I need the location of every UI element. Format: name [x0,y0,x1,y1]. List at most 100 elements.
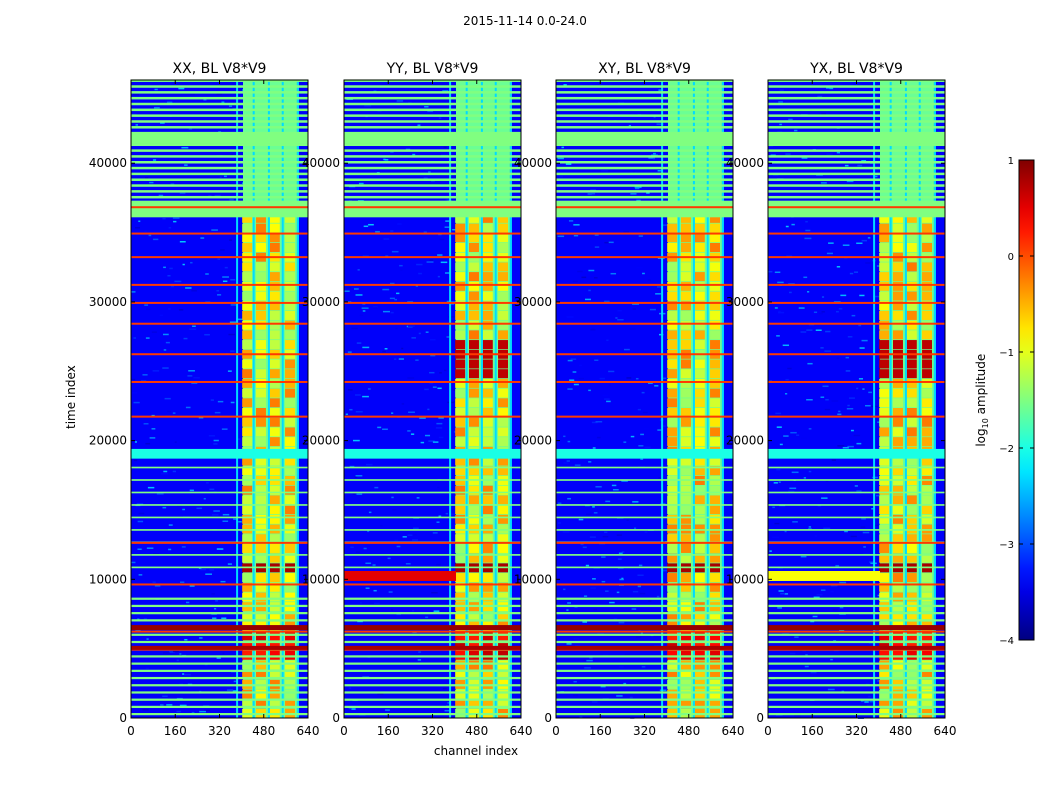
noise-speck [358,182,364,185]
noise-speck [646,192,650,194]
noise-speck [164,536,167,539]
noise-speck [440,261,448,264]
flagged-row [131,114,308,117]
rfi-line [296,80,299,718]
noise-speck [616,534,623,536]
orange-row [768,583,945,586]
rfi-block [469,223,479,233]
noise-speck [648,382,653,384]
flagged-row [131,691,308,694]
noise-speck [782,344,790,347]
noise-speck [578,377,585,380]
noise-speck [217,400,224,403]
noise-speck [778,311,785,314]
noise-speck [785,153,791,155]
flagged-row [344,676,521,680]
rfi-block [710,650,721,660]
rfi-block [269,456,280,466]
panel-yy: YY, BL V8*V90 160 320 480 640010000200003000… [302,61,533,738]
rfi-block [922,417,933,427]
rfi-block [469,466,479,476]
noise-speck [391,496,394,499]
rfi-block [710,291,721,301]
rfi-block [893,582,903,592]
rfi-block [710,495,721,505]
rfi-block [285,340,296,350]
noise-speck [452,228,457,231]
rfi-block [256,573,266,583]
noise-speck [832,608,839,611]
rfi-block [269,660,280,670]
rfi-line [706,80,709,718]
rfi-block [242,611,253,621]
rfi-block [256,281,266,291]
rfi-block [242,553,253,563]
x-tick-label: 480 [252,724,275,738]
rfi-block [681,689,691,699]
rfi-block [906,272,917,282]
noise-speck [429,259,434,261]
noise-speck [191,711,195,714]
rfi-block [879,650,890,660]
rfi-block [256,310,266,320]
rfi-block [667,223,678,233]
noise-speck [135,227,140,229]
noise-speck [869,700,875,703]
rfi-block [285,650,296,660]
noise-speck [632,501,639,503]
noise-speck [573,224,580,226]
rfi-block [893,611,903,621]
rfi-block [879,281,890,291]
noise-speck [185,287,192,289]
rfi-block [498,650,509,660]
rfi-block [285,505,296,515]
noise-speck [845,356,850,359]
flagged-row [131,662,308,665]
noise-speck [402,536,407,538]
rfi-block [455,398,466,408]
rfi-block [922,582,933,592]
rfi-block [256,505,266,515]
noise-speck [367,530,370,533]
rfi-block [681,660,691,670]
rfi-block [681,495,691,505]
rfi-block [482,611,493,621]
noise-speck [830,590,834,593]
noise-speck [821,497,828,499]
noise-speck [594,359,599,361]
noise-speck [182,263,185,266]
rfi-block [922,437,933,447]
noise-speck [840,294,847,297]
rfi-block [710,369,721,379]
noise-speck [199,710,206,713]
rfi-block [879,524,890,534]
noise-speck [775,412,782,415]
flagged-row [768,491,945,494]
noise-speck [616,591,620,594]
noise-speck [137,520,144,523]
rfi-block [906,378,917,388]
rfi-block [681,670,691,680]
rfi-block [269,505,280,515]
flagged-row [768,120,945,123]
rfi-block [269,301,280,311]
rfi-block [710,456,721,466]
colorbar-tick-label: −4 [999,636,1014,647]
noise-speck [229,239,233,241]
noise-speck [347,351,352,353]
rfi-block [681,281,691,291]
noise-speck [221,101,225,103]
x-tick-label: 320 [845,724,868,738]
noise-speck [382,288,390,291]
rfi-block [498,417,509,427]
rfi-block [893,262,903,272]
noise-speck [621,480,628,482]
noise-speck [592,578,596,580]
rfi-block [893,242,903,252]
orange-row [131,583,308,586]
noise-speck [846,180,854,183]
noise-speck [438,436,444,439]
rfi-block [498,310,509,320]
rfi-block [498,272,509,282]
rfi-block [285,417,296,427]
